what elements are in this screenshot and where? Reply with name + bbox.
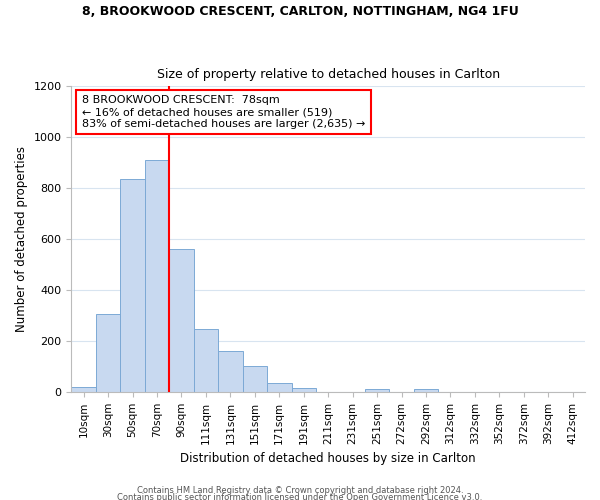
Text: Contains public sector information licensed under the Open Government Licence v3: Contains public sector information licen…	[118, 494, 482, 500]
Bar	[121, 180, 145, 392]
Bar	[365, 390, 389, 392]
Bar	[218, 351, 242, 392]
Bar	[267, 383, 292, 392]
Bar	[194, 330, 218, 392]
X-axis label: Distribution of detached houses by size in Carlton: Distribution of detached houses by size …	[181, 452, 476, 465]
Bar	[242, 366, 267, 392]
Y-axis label: Number of detached properties: Number of detached properties	[15, 146, 28, 332]
Text: 8 BROOKWOOD CRESCENT:  78sqm
← 16% of detached houses are smaller (519)
83% of s: 8 BROOKWOOD CRESCENT: 78sqm ← 16% of det…	[82, 96, 365, 128]
Bar	[414, 389, 438, 392]
Text: 8, BROOKWOOD CRESCENT, CARLTON, NOTTINGHAM, NG4 1FU: 8, BROOKWOOD CRESCENT, CARLTON, NOTTINGH…	[82, 5, 518, 18]
Text: Contains HM Land Registry data © Crown copyright and database right 2024.: Contains HM Land Registry data © Crown c…	[137, 486, 463, 495]
Bar	[169, 250, 194, 392]
Bar	[71, 386, 96, 392]
Title: Size of property relative to detached houses in Carlton: Size of property relative to detached ho…	[157, 68, 500, 81]
Bar	[145, 160, 169, 392]
Bar	[292, 388, 316, 392]
Bar	[96, 314, 121, 392]
